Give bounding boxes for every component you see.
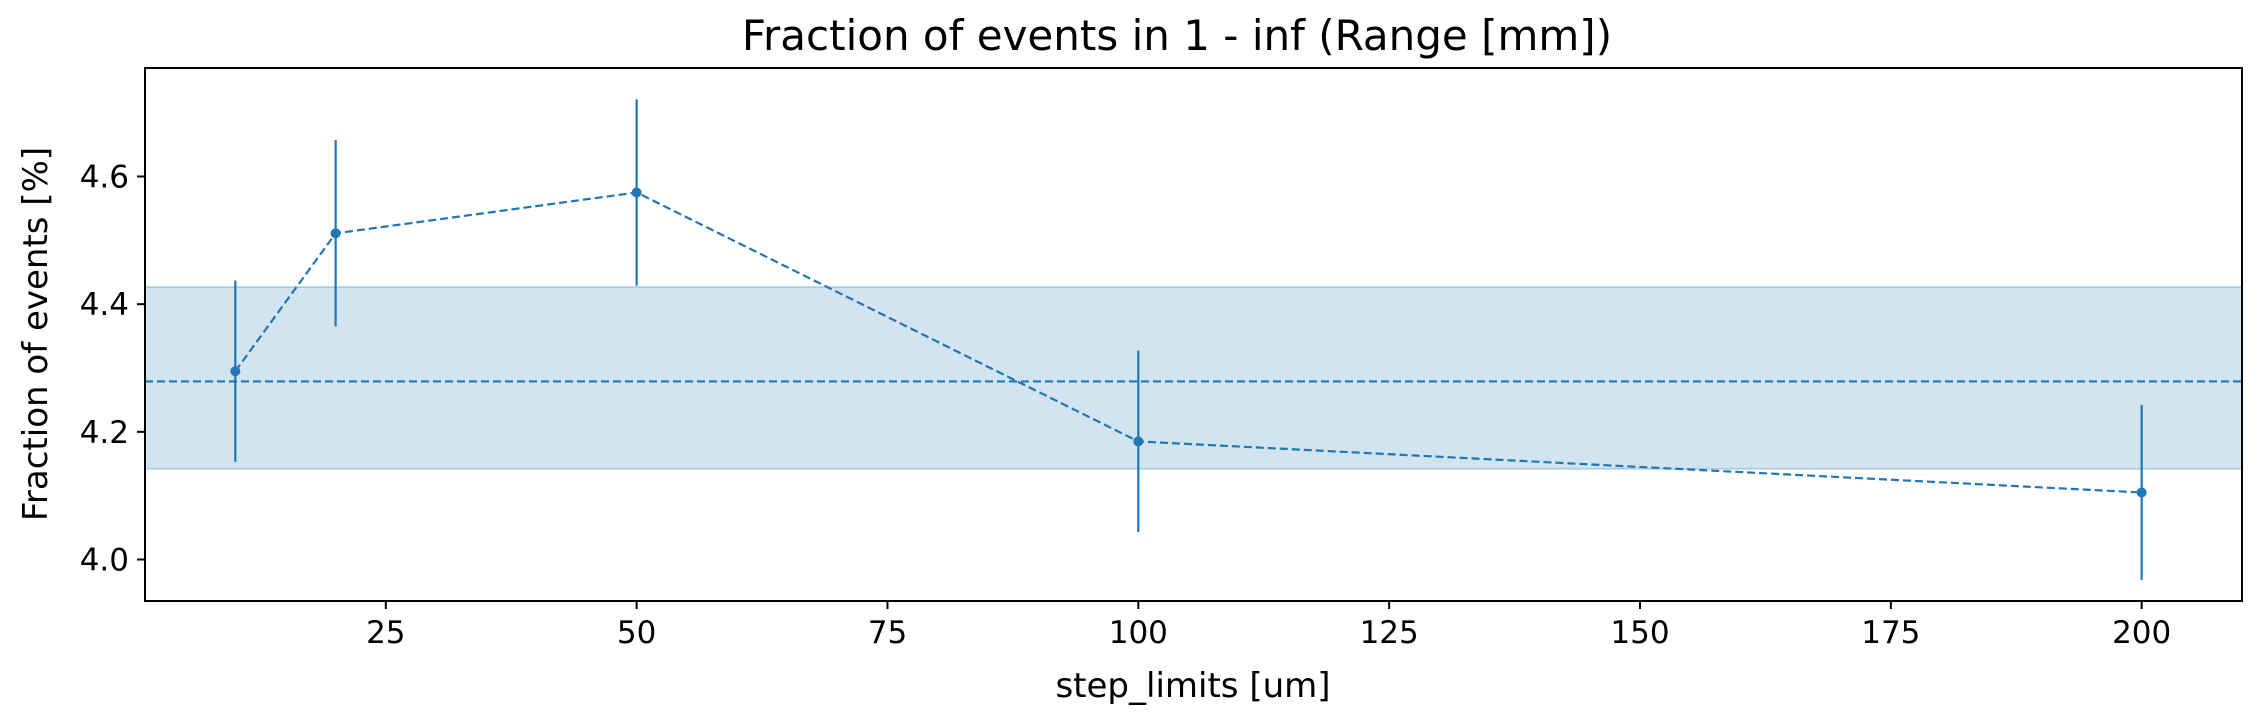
plot-area: [144, 99, 2243, 580]
y-tick-label: 4.6: [80, 160, 129, 196]
axes-frame: [144, 67, 2243, 602]
x-axis-label: step_limits [um]: [1055, 666, 1330, 706]
data-point: [2136, 487, 2147, 498]
chart-title: Fraction of events in 1 - inf (Range [mm…: [742, 11, 1612, 60]
uncertainty-band: [144, 285, 2243, 470]
y-tick-label: 4.2: [80, 415, 129, 451]
x-tick-label: 75: [868, 615, 907, 651]
x-tick-label: 100: [1109, 615, 1168, 651]
data-point: [330, 228, 341, 239]
y-axis-label: Fraction of events [%]: [16, 147, 56, 521]
ticks: 25 50 75 100 125 150 175 200 4.0 4.2 4.4 4.6: [80, 160, 2172, 651]
x-tick-label: 50: [617, 615, 656, 651]
x-tick-label: 200: [2112, 615, 2171, 651]
data-point: [230, 366, 241, 377]
x-tick-label: 150: [1610, 615, 1669, 651]
y-tick-label: 4.0: [80, 543, 129, 579]
x-tick-label: 25: [366, 615, 405, 651]
data-point: [1133, 436, 1144, 447]
data-point: [631, 187, 642, 198]
x-tick-label: 175: [1861, 615, 1920, 651]
x-tick-label: 125: [1360, 615, 1419, 651]
y-tick-label: 4.4: [80, 287, 129, 323]
